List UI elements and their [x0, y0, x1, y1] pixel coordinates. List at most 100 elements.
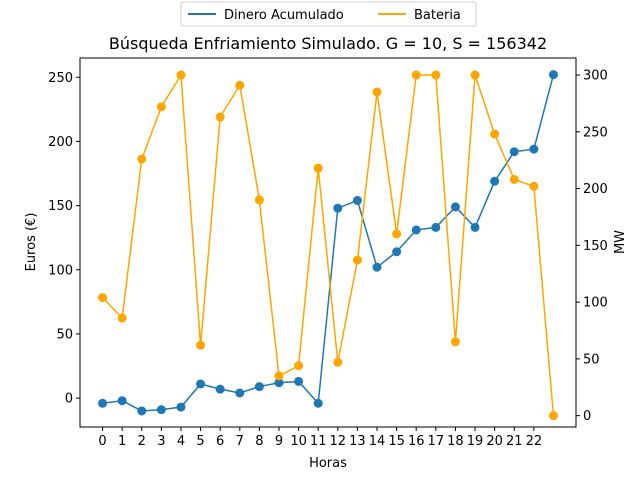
x-tick-label: 14: [369, 434, 386, 449]
x-tick-label: 20: [486, 434, 503, 449]
x-tick-label: 0: [98, 434, 106, 449]
data-point-dinero-acumulado: [235, 388, 245, 398]
data-point-dinero-acumulado: [196, 379, 206, 389]
chart-title: Búsqueda Enfriamiento Simulado. G = 10, …: [109, 34, 547, 53]
data-point-dinero-acumulado: [490, 176, 500, 186]
series-line-dinero-acumulado: [102, 74, 555, 412]
x-tick-label: 9: [275, 434, 283, 449]
data-point-dinero-acumulado: [333, 203, 343, 213]
data-point-dinero-acumulado: [548, 70, 558, 80]
data-point-dinero-acumulado: [352, 195, 362, 205]
data-point-dinero-acumulado: [529, 144, 539, 154]
data-point-bateria: [352, 255, 362, 265]
data-point-bateria: [392, 229, 402, 239]
y-left-tick-label: 250: [48, 71, 73, 86]
x-tick-label: 22: [526, 434, 543, 449]
y-right-tick-label: 100: [583, 296, 608, 311]
x-tick-label: 5: [196, 434, 204, 449]
legend: Dinero Acumulado Bateria: [180, 1, 477, 27]
data-point-dinero-acumulado: [117, 396, 127, 406]
data-point-dinero-acumulado: [137, 406, 147, 416]
x-tick-label: 6: [216, 434, 224, 449]
x-tick-label: 4: [177, 434, 185, 449]
y-right-tick-label: 300: [583, 69, 608, 84]
data-point-dinero-acumulado: [98, 398, 108, 408]
y-left-tick-label: 200: [48, 135, 73, 150]
data-point-dinero-acumulado: [156, 405, 166, 415]
x-tick-label: 3: [157, 434, 165, 449]
data-point-bateria: [98, 293, 108, 303]
data-point-dinero-acumulado: [176, 402, 186, 412]
y-left-tick-label: 50: [56, 327, 73, 342]
y-axis-label-right: MW: [613, 230, 628, 254]
legend-label-dinero: Dinero Acumulado: [224, 8, 344, 23]
y-right-tick-label: 150: [583, 239, 608, 254]
y-left-tick-label: 100: [48, 263, 73, 278]
y-axis-left: 0 50 100 150 200 250: [48, 71, 80, 407]
data-point-bateria: [548, 411, 558, 421]
x-tick-label: 15: [388, 434, 405, 449]
plot-area: [98, 70, 558, 421]
x-tick-label: 2: [138, 434, 146, 449]
y-right-tick-label: 250: [583, 125, 608, 140]
data-point-bateria: [117, 313, 127, 323]
x-tick-label: 1: [118, 434, 126, 449]
data-point-bateria: [235, 80, 245, 90]
data-point-dinero-acumulado: [470, 222, 480, 232]
x-tick-label: 19: [467, 434, 484, 449]
x-tick-label: 13: [349, 434, 366, 449]
data-point-bateria: [509, 174, 519, 184]
data-point-bateria: [313, 163, 323, 173]
x-tick-label: 16: [408, 434, 425, 449]
x-tick-label: 8: [255, 434, 263, 449]
data-point-bateria: [196, 340, 206, 350]
y-axis-right: 0 50 100 150 200 250 300: [576, 69, 608, 424]
data-point-bateria: [372, 87, 382, 97]
x-axis: 0 1 2 3 4 5 6 7 8 9 10 11 12 13 14 15 16 17 18 19 20 21 22: [98, 427, 542, 449]
data-point-dinero-acumulado: [392, 247, 402, 257]
data-point-dinero-acumulado: [313, 398, 323, 408]
x-axis-label: Horas: [309, 456, 347, 471]
data-point-dinero-acumulado: [509, 147, 519, 157]
data-point-dinero-acumulado: [372, 262, 382, 272]
y-left-tick-label: 0: [65, 392, 73, 407]
data-point-bateria: [274, 371, 284, 381]
data-point-dinero-acumulado: [294, 376, 304, 386]
data-point-bateria: [490, 129, 500, 139]
series-line-bateria: [102, 74, 555, 416]
data-point-dinero-acumulado: [215, 384, 225, 394]
data-point-bateria: [450, 337, 460, 347]
data-point-bateria: [294, 361, 304, 371]
y-right-tick-label: 200: [583, 182, 608, 197]
data-point-bateria: [156, 102, 166, 112]
x-tick-label: 10: [290, 434, 307, 449]
data-point-bateria: [529, 181, 539, 191]
x-tick-label: 11: [310, 434, 327, 449]
data-point-bateria: [215, 112, 225, 122]
data-point-bateria: [254, 195, 264, 205]
data-point-bateria: [137, 154, 147, 164]
legend-label-bateria: Bateria: [414, 8, 461, 23]
y-left-tick-label: 150: [48, 199, 73, 214]
y-right-tick-label: 50: [583, 352, 600, 367]
plot-frame: [79, 57, 577, 428]
data-point-dinero-acumulado: [254, 382, 264, 392]
data-point-bateria: [470, 70, 480, 80]
x-tick-label: 7: [236, 434, 244, 449]
data-point-dinero-acumulado: [431, 222, 441, 232]
x-tick-label: 18: [447, 434, 464, 449]
data-point-bateria: [176, 70, 186, 80]
data-point-dinero-acumulado: [411, 225, 421, 235]
x-tick-label: 21: [506, 434, 523, 449]
data-point-dinero-acumulado: [274, 378, 284, 388]
legend-box: [180, 1, 477, 27]
data-point-bateria: [411, 70, 421, 80]
data-point-bateria: [333, 357, 343, 367]
y-right-tick-label: 0: [583, 409, 591, 424]
data-point-dinero-acumulado: [450, 202, 460, 212]
data-point-bateria: [431, 70, 441, 80]
y-axis-label-left: Euros (€): [24, 213, 39, 272]
x-tick-label: 12: [330, 434, 347, 449]
x-tick-label: 17: [428, 434, 445, 449]
